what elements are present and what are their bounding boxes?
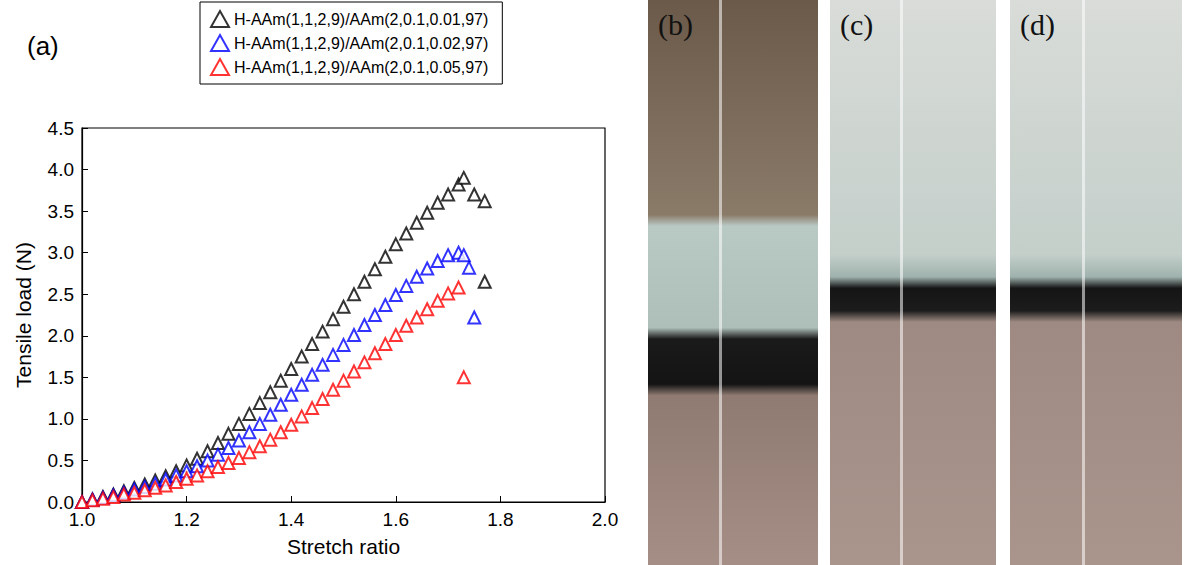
svg-text:1.8: 1.8 xyxy=(487,509,513,530)
svg-text:2.0: 2.0 xyxy=(48,325,74,346)
svg-text:H-AAm(1,1,2,9)/AAm(2,0.1,0.05,: H-AAm(1,1,2,9)/AAm(2,0.1,0.05,97) xyxy=(234,59,488,76)
svg-text:2.5: 2.5 xyxy=(48,284,74,305)
svg-text:1.5: 1.5 xyxy=(48,367,74,388)
svg-text:1.0: 1.0 xyxy=(48,408,74,429)
html-text:(d): (d) xyxy=(1020,8,1055,41)
svg-text:Stretch ratio: Stretch ratio xyxy=(287,535,400,558)
svg-text:3.0: 3.0 xyxy=(48,242,74,263)
svg-text:3.5: 3.5 xyxy=(48,201,74,222)
svg-text:4.5: 4.5 xyxy=(48,118,74,139)
svg-text:H-AAm(1,1,2,9)/AAm(2,0.1,0.01,: H-AAm(1,1,2,9)/AAm(2,0.1,0.01,97) xyxy=(234,11,488,28)
svg-text:Tensile load (N): Tensile load (N) xyxy=(12,242,35,388)
html-text:(b): (b) xyxy=(658,8,693,41)
svg-text:1.2: 1.2 xyxy=(173,509,199,530)
svg-text:H-AAm(1,1,2,9)/AAm(2,0.1,0.02,: H-AAm(1,1,2,9)/AAm(2,0.1,0.02,97) xyxy=(234,35,488,52)
svg-text:0.0: 0.0 xyxy=(47,491,74,513)
svg-text:0.5: 0.5 xyxy=(48,450,74,471)
svg-text:1.0: 1.0 xyxy=(69,509,95,530)
svg-text:(a): (a) xyxy=(27,31,59,61)
svg-text:1.4: 1.4 xyxy=(278,509,305,530)
html-text:(c): (c) xyxy=(840,8,874,41)
svg-text:1.6: 1.6 xyxy=(383,509,409,530)
svg-text:2.0: 2.0 xyxy=(592,509,618,530)
svg-text:4.0: 4.0 xyxy=(48,159,74,180)
